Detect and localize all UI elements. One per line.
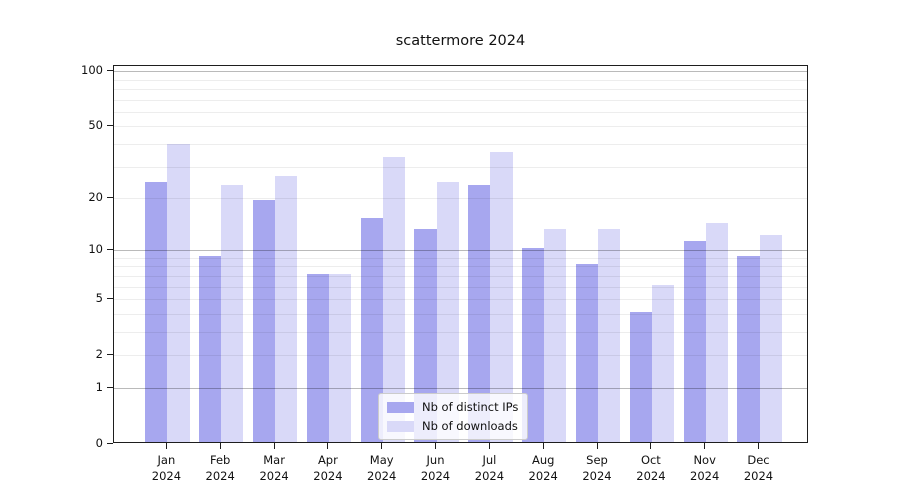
bar-jun-distinct-ips: [414, 228, 437, 442]
bar-dec-downloads: [759, 234, 782, 442]
bar-oct-distinct-ips: [629, 311, 652, 442]
bar-aug-downloads: [544, 228, 567, 442]
y-tick-mark: [107, 196, 113, 198]
x-tick-mark: [596, 443, 598, 449]
bar-sep-downloads: [598, 228, 621, 442]
x-tick-mark: [435, 443, 436, 449]
x-tick-label-mar: Mar 2024: [259, 453, 289, 483]
y-tick-mark: [107, 353, 113, 355]
bar-feb-downloads: [221, 185, 244, 442]
x-tick-mark: [542, 443, 544, 449]
x-tick-mark: [165, 443, 167, 449]
y-tick-mark: [107, 442, 113, 444]
x-tick-label-apr: Apr 2024: [313, 453, 343, 483]
x-tick-label-jan: Jan 2024: [151, 453, 182, 483]
x-tick-label-sep: Sep 2024: [582, 453, 612, 483]
minor-gridline: [114, 143, 807, 145]
legend-label-downloads: Nb of downloads: [422, 419, 518, 433]
minor-gridline: [114, 332, 807, 333]
x-tick-label-aug: Aug 2024: [528, 453, 558, 483]
bar-jan-downloads: [167, 143, 190, 442]
minor-gridline: [114, 99, 807, 101]
bar-jan-distinct-ips: [145, 181, 168, 442]
x-tick-mark: [327, 443, 329, 449]
minor-gridline: [114, 257, 807, 259]
x-tick-mark: [704, 443, 706, 449]
x-tick-mark: [758, 443, 759, 449]
minor-gridline: [114, 266, 807, 268]
major-gridline: [114, 250, 807, 252]
minor-gridline: [114, 88, 807, 90]
minor-gridline: [114, 198, 807, 199]
y-tick-mark: [107, 248, 113, 250]
bar-jul-downloads: [490, 152, 513, 442]
y-tick-label: 20: [88, 189, 103, 204]
x-tick-label-jul: Jul 2024: [474, 453, 505, 483]
x-tick-mark: [273, 443, 275, 449]
chart-title: scattermore 2024: [395, 33, 526, 49]
major-gridline: [114, 388, 807, 389]
bar-may-distinct-ips: [360, 217, 383, 442]
y-tick-mark: [107, 69, 113, 71]
y-tick-label: 10: [88, 241, 103, 256]
minor-gridline: [114, 313, 807, 315]
legend: Nb of distinct IPs Nb of downloads: [378, 393, 529, 440]
minor-gridline: [114, 79, 807, 81]
bar-may-downloads: [382, 157, 405, 442]
y-tick-label: 0: [95, 435, 103, 450]
x-tick-label-jun: Jun 2024: [420, 453, 451, 483]
x-tick-label-dec: Dec 2024: [743, 453, 774, 483]
y-tick-mark: [107, 386, 113, 388]
minor-gridline: [114, 111, 807, 113]
y-tick-label: 1: [95, 379, 103, 394]
y-tick-label: 2: [95, 346, 103, 361]
minor-gridline: [114, 286, 807, 288]
bar-nov-distinct-ips: [683, 241, 706, 442]
bar-feb-distinct-ips: [199, 255, 222, 442]
bar-dec-distinct-ips: [737, 255, 760, 442]
minor-gridline: [114, 126, 807, 128]
x-tick-label-nov: Nov 2024: [690, 453, 720, 483]
major-gridline: [114, 71, 807, 72]
x-tick-label-feb: Feb 2024: [205, 453, 235, 483]
minor-gridline: [114, 166, 807, 168]
bar-jul-distinct-ips: [468, 185, 491, 442]
x-tick-mark: [650, 443, 652, 449]
plot-area: [113, 65, 808, 443]
x-tick-label-may: May 2024: [367, 453, 397, 483]
legend-swatch-distinct-ips: [387, 401, 414, 413]
y-tick-label: 50: [88, 117, 103, 132]
x-tick-label-oct: Oct 2024: [636, 453, 666, 483]
minor-gridline: [114, 276, 807, 277]
legend-item-downloads: Nb of downloads: [387, 419, 518, 433]
legend-item-distinct-ips: Nb of distinct IPs: [387, 400, 518, 414]
x-tick-mark: [488, 443, 490, 449]
y-tick-label: 100: [81, 62, 103, 77]
x-tick-mark: [219, 443, 221, 449]
bar-oct-downloads: [651, 284, 675, 442]
bar-mar-downloads: [275, 175, 298, 442]
bar-nov-downloads: [705, 223, 728, 442]
y-tick-mark: [107, 124, 113, 126]
y-tick-mark: [107, 297, 113, 299]
x-tick-mark: [381, 443, 383, 449]
minor-gridline: [114, 299, 807, 301]
bar-apr-distinct-ips: [306, 274, 329, 442]
legend-swatch-downloads: [387, 420, 414, 432]
plot-inner: [114, 66, 807, 442]
bar-jun-downloads: [436, 181, 459, 442]
bar-mar-distinct-ips: [252, 199, 276, 442]
minor-gridline: [114, 355, 807, 357]
y-tick-label: 5: [95, 290, 103, 305]
bar-sep-distinct-ips: [575, 264, 599, 442]
bar-apr-downloads: [328, 274, 352, 442]
legend-label-distinct-ips: Nb of distinct IPs: [422, 400, 519, 414]
